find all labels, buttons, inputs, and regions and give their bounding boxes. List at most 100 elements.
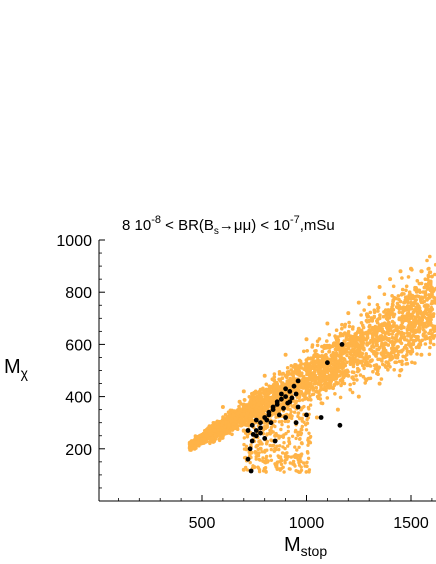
highlight-point (253, 417, 259, 423)
band-point (220, 405, 225, 409)
y-tick-label: 600 (65, 337, 92, 354)
band-point (258, 446, 263, 451)
highlight-point (250, 432, 256, 437)
highlight-point (295, 404, 301, 410)
highlight-point (279, 391, 284, 397)
highlight-point (272, 438, 278, 444)
band-point (262, 459, 267, 464)
highlight-point (281, 405, 286, 411)
highlight-point (264, 417, 270, 423)
band-point (325, 381, 330, 386)
band-point (377, 285, 382, 289)
band-point (220, 420, 225, 425)
band-point (314, 415, 319, 420)
band-texture (187, 254, 436, 474)
highlight-point (249, 438, 255, 444)
band-point (356, 394, 361, 399)
band-point (388, 277, 393, 282)
highlight-point (304, 412, 309, 418)
band-point (314, 352, 319, 357)
highlight-point (245, 456, 251, 462)
band-point (429, 292, 434, 297)
y-tick-label: 200 (65, 442, 92, 459)
band-point (212, 428, 217, 433)
highlight-point (258, 430, 263, 436)
band-point (429, 332, 434, 336)
highlight-point (325, 360, 330, 366)
highlight-series (245, 342, 345, 474)
highlight-point (262, 436, 268, 441)
band-point (231, 425, 236, 430)
highlight-point (295, 378, 301, 384)
y-tick-label: 800 (65, 285, 92, 302)
band-series (187, 254, 436, 474)
highlight-point (276, 412, 282, 418)
band-point (204, 433, 209, 438)
highlight-point (248, 468, 254, 474)
band-point (273, 433, 278, 438)
band-point (356, 300, 361, 305)
band-point (409, 300, 413, 305)
highlight-point (285, 400, 291, 406)
highlight-point (293, 391, 299, 397)
band-point (377, 381, 382, 386)
band-point (241, 467, 246, 472)
highlight-point (258, 425, 263, 431)
highlight-point (291, 383, 297, 389)
band-point (304, 337, 309, 342)
band-point (419, 295, 424, 300)
band-point (273, 446, 278, 451)
band-point (367, 295, 372, 300)
highlight-point (258, 420, 263, 426)
band-point (241, 405, 246, 409)
highlight-point (287, 389, 293, 394)
band-point (398, 368, 403, 373)
band-point (325, 321, 330, 326)
band-point (367, 363, 372, 368)
band-point (252, 465, 257, 470)
band-point (262, 389, 267, 394)
highlight-point (283, 386, 288, 392)
highlight-point (337, 422, 343, 428)
highlight-point (270, 404, 276, 410)
band-point (283, 352, 288, 357)
y-tick-label: 1000 (56, 233, 92, 250)
highlight-point (249, 422, 255, 428)
band-point (237, 399, 242, 404)
band-point (419, 269, 424, 274)
band-point (388, 352, 393, 357)
highlight-point (293, 420, 299, 426)
highlight-point (279, 396, 284, 402)
band-point (273, 381, 278, 386)
highlight-point (283, 394, 288, 399)
y-axis-label: Mχ (4, 356, 29, 381)
band-point (388, 311, 393, 316)
highlight-point (268, 420, 274, 426)
band-point (346, 311, 351, 316)
band-point (367, 318, 372, 323)
band-point (398, 269, 403, 274)
x-tick-label: 1000 (289, 515, 325, 532)
band-point (283, 373, 288, 378)
highlight-point (247, 446, 253, 452)
x-tick-label: 500 (189, 515, 216, 532)
band-point (377, 316, 382, 321)
band-point (283, 452, 288, 456)
y-tick-label: 400 (65, 390, 92, 407)
band-point (195, 440, 200, 445)
highlight-point (289, 395, 295, 401)
band-point (304, 389, 309, 394)
band-point (335, 407, 340, 412)
band-point (356, 326, 361, 331)
band-point (220, 433, 225, 438)
axis-ticks: 200 400 600 800 1000 500 1000 1500 (56, 233, 433, 532)
band-point (210, 436, 215, 441)
x-tick-label: 1500 (393, 515, 429, 532)
highlight-point (283, 415, 288, 420)
band-point (325, 345, 330, 349)
band-point (241, 428, 246, 433)
band-point (398, 305, 403, 310)
highlight-point (274, 399, 280, 405)
highlight-point (245, 428, 251, 433)
